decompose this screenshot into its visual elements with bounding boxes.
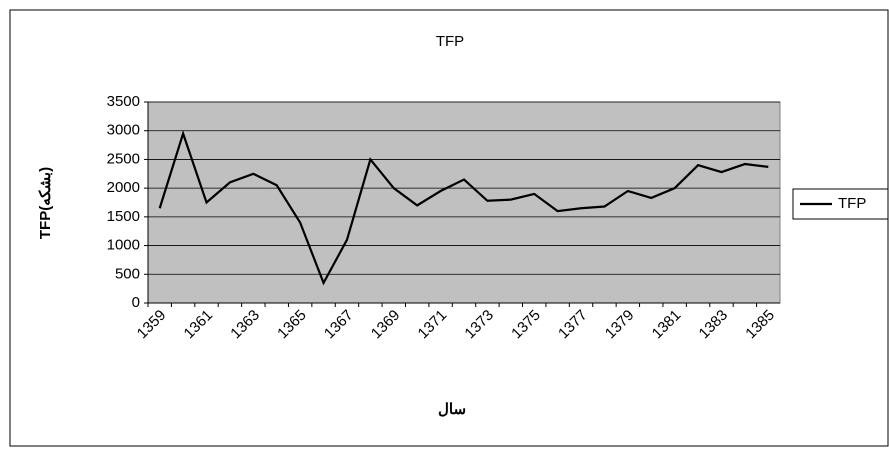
plot-area — [148, 102, 780, 303]
chart-title: TFP — [436, 33, 464, 50]
legend-label: TFP — [838, 195, 866, 212]
y-tick-label: 1000 — [107, 237, 140, 254]
y-tick-label: 1500 — [107, 208, 140, 225]
y-tick-label: 2000 — [107, 179, 140, 196]
x-axis-label: سال — [438, 401, 466, 418]
y-axis-label: TFP(بشکه) — [37, 167, 54, 239]
y-tick-label: 3500 — [107, 93, 140, 110]
chart: TFP سال TFP(بشکه) 0 500 1000 1500 2000 2500 30… — [0, 0, 889, 448]
y-tick-label: 500 — [115, 265, 140, 282]
y-tick-label: 3000 — [107, 122, 140, 139]
y-tick-label: 0 — [132, 294, 140, 311]
y-tick-label: 2500 — [107, 150, 140, 167]
